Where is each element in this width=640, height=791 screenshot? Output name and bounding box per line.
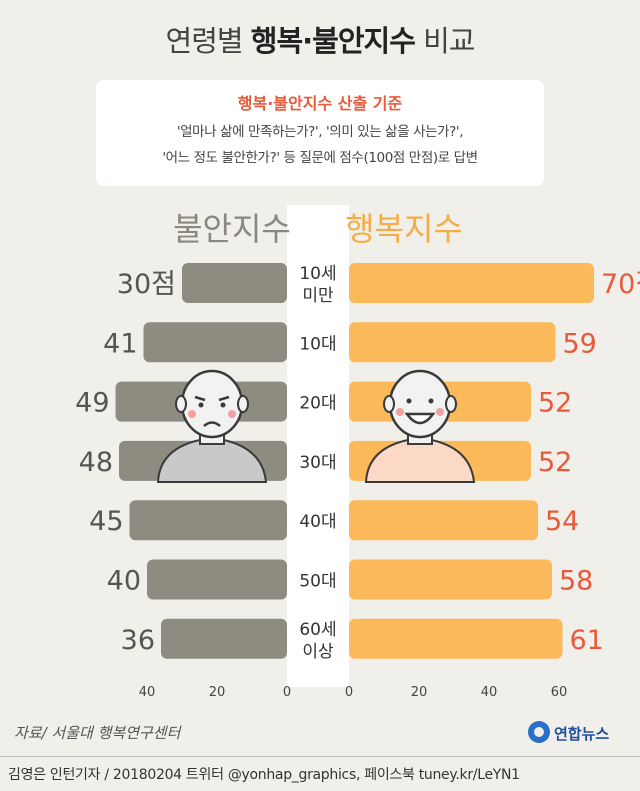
value-label-happiness: 52: [538, 388, 572, 419]
axis-tick-right: 60: [551, 685, 568, 700]
axis-tick-left: 0: [283, 685, 291, 700]
value-label-happiness: 52: [538, 447, 572, 478]
center-band: [287, 205, 349, 687]
value-label-anxiety: 40: [107, 566, 141, 597]
source-note: 자료/ 서울대 행복연구센터: [14, 724, 181, 742]
category-label: 10대: [299, 334, 336, 354]
value-label-happiness: 70점: [601, 269, 640, 300]
axis-tick-right: 20: [411, 685, 428, 700]
series-header-right: 행복지수: [345, 210, 463, 248]
value-label-happiness: 58: [559, 566, 593, 597]
series-header-left: 불안지수: [173, 210, 291, 248]
value-label-anxiety: 49: [75, 388, 109, 419]
axis-tick-left: 20: [209, 685, 226, 700]
category-label: 30대: [299, 453, 336, 473]
bar-anxiety: [129, 500, 287, 541]
value-label-happiness: 54: [545, 506, 579, 537]
axis-tick-right: 40: [481, 685, 498, 700]
bar-happiness: [349, 618, 563, 659]
footer-credit: 김영은 인턴기자 / 20180204 트위터 @yonhap_graphics…: [8, 767, 520, 783]
bar-happiness: [349, 500, 538, 541]
happy-face-icon: [364, 369, 476, 483]
value-label-anxiety: 30점: [117, 269, 176, 300]
value-label-happiness: 59: [563, 328, 597, 359]
bar-anxiety: [161, 618, 287, 659]
yonhap-logo: 연합뉴스: [528, 717, 628, 747]
info-line-2: '어느 정도 불안한가?' 등 질문에 점수(100점 만점)로 답변: [162, 150, 478, 166]
logo-text: 연합뉴스: [554, 725, 610, 743]
info-title: 행복·불안지수 산출 기준: [237, 94, 403, 113]
category-label: 이상: [302, 642, 334, 662]
footer-divider: [0, 756, 640, 757]
bar-anxiety: [182, 263, 287, 303]
value-label-anxiety: 36: [121, 625, 155, 656]
page-title: 연령별 행복·불안지수 비교: [165, 24, 476, 58]
info-box: 행복·불안지수 산출 기준 '얼마나 삶에 만족하는가?', '의미 있는 삶을…: [96, 80, 544, 186]
category-label: 50대: [299, 572, 336, 592]
category-label: 10세: [299, 264, 336, 284]
category-label: 40대: [299, 512, 336, 532]
logo-mark-icon: [528, 721, 550, 743]
info-line-1: '얼마나 삶에 만족하는가?', '의미 있는 삶을 사는가?',: [176, 124, 464, 140]
sad-face-icon: [156, 369, 268, 483]
category-label: 미만: [302, 286, 334, 306]
axis-tick-left: 40: [139, 685, 156, 700]
bar-anxiety: [143, 322, 287, 363]
category-label: 20대: [299, 394, 336, 414]
axis-tick-right: 0: [345, 685, 353, 700]
value-label-anxiety: 45: [89, 506, 123, 537]
bar-happiness: [349, 322, 556, 363]
value-label-happiness: 61: [570, 625, 604, 656]
bar-happiness: [349, 559, 552, 600]
bar-happiness: [349, 263, 594, 303]
value-label-anxiety: 41: [103, 328, 137, 359]
bar-anxiety: [147, 559, 287, 600]
value-label-anxiety: 48: [79, 447, 113, 478]
category-label: 60세: [299, 620, 336, 640]
